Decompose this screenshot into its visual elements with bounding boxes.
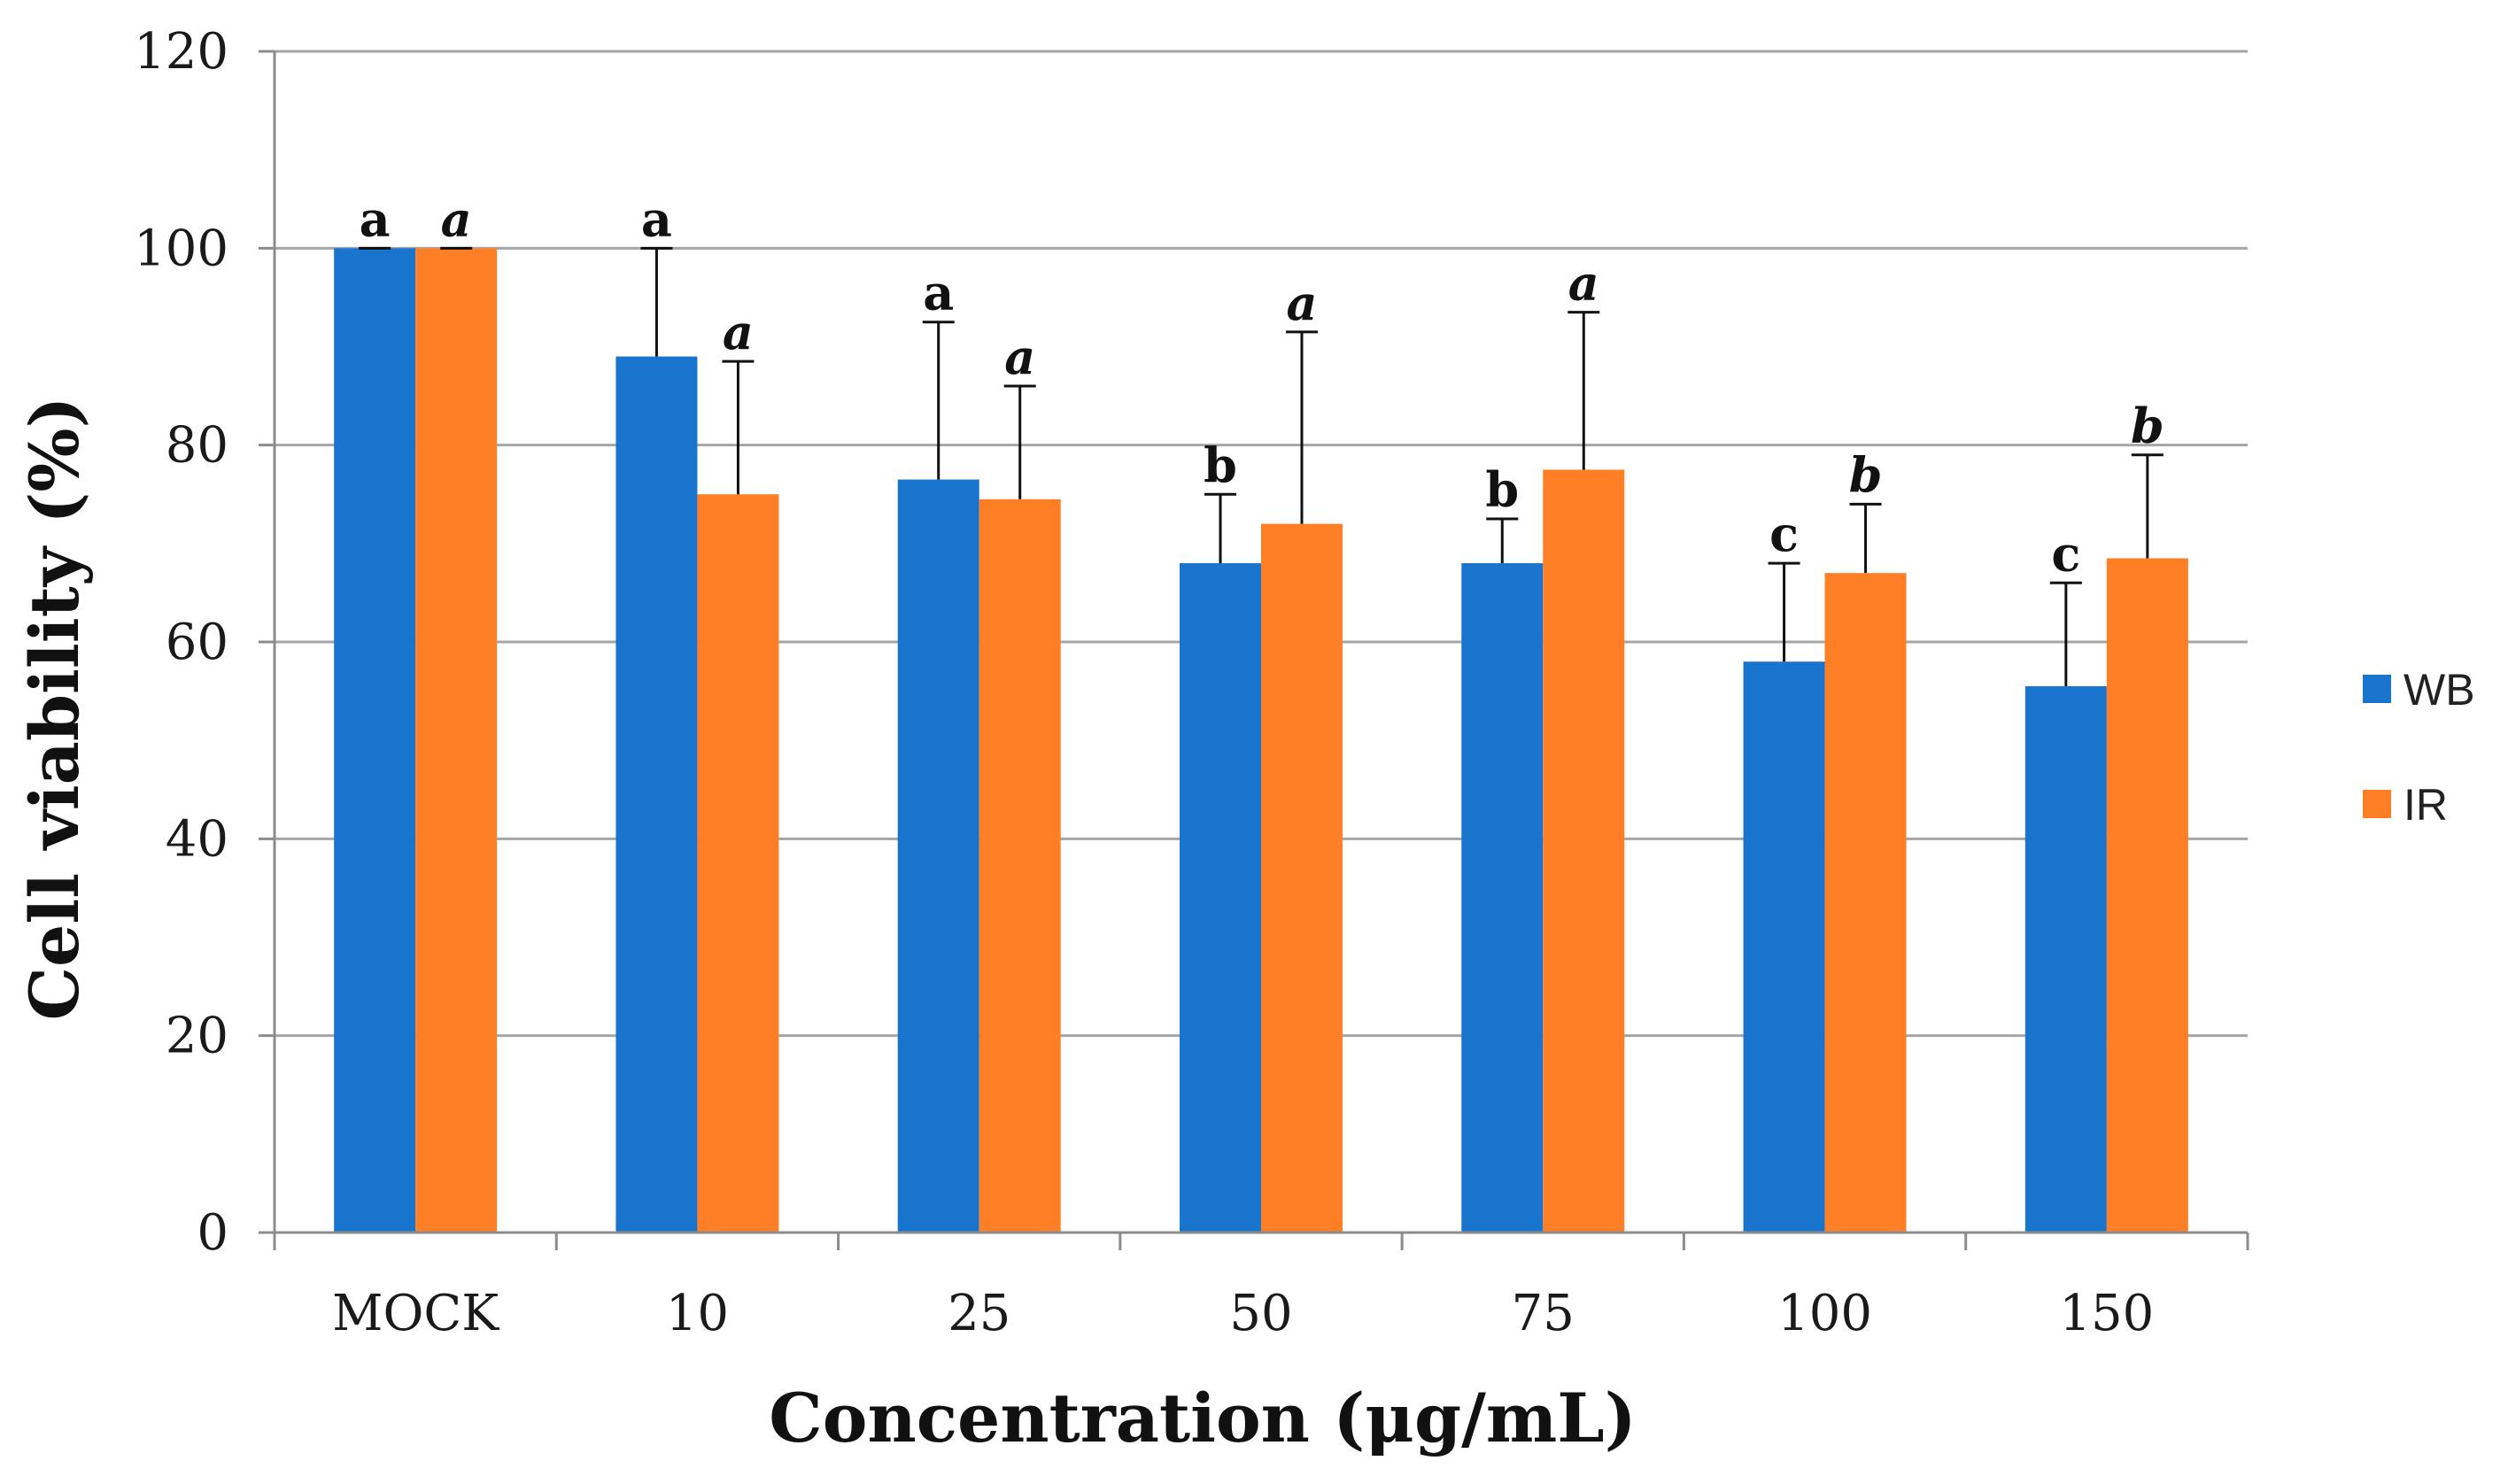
- x-tick-label: 75: [1512, 1285, 1575, 1342]
- significance-label: c: [2051, 525, 2080, 582]
- significance-label: b: [1485, 461, 1519, 518]
- significance-label: b: [1849, 446, 1883, 503]
- legend: WB IR: [2363, 665, 2475, 830]
- significance-label: a: [1568, 255, 1599, 312]
- bar-wb-75: [1461, 563, 1544, 1233]
- bar-ir-75: [1543, 469, 1625, 1233]
- significance-label: a: [360, 190, 391, 247]
- legend-label-wb: WB: [2404, 665, 2475, 715]
- x-tick-label: 50: [1229, 1285, 1292, 1342]
- x-tick-label: 25: [948, 1285, 1010, 1342]
- bar-wb-50: [1180, 563, 1261, 1233]
- bar-ir-mock: [415, 248, 498, 1233]
- significance-label: a: [1004, 328, 1035, 385]
- bar-ir-100: [1824, 573, 1907, 1233]
- significance-label: a: [923, 265, 954, 321]
- bar-ir-150: [2106, 558, 2188, 1233]
- y-tick-label: 80: [166, 417, 228, 475]
- bar-wb-25: [897, 479, 979, 1233]
- bar-ir-50: [1261, 523, 1343, 1233]
- legend-swatch-wb: [2363, 675, 2391, 703]
- bar-wb-mock: [334, 248, 416, 1233]
- bars: [334, 248, 2188, 1233]
- y-tick-label: 100: [134, 220, 228, 277]
- significance-label: a: [641, 190, 672, 247]
- y-tick-label: 40: [166, 810, 228, 868]
- x-tick-label: 10: [666, 1285, 729, 1342]
- significance-label: a: [1287, 274, 1318, 331]
- significance-label: b: [1204, 437, 1237, 493]
- x-tick-label: 150: [2059, 1285, 2154, 1342]
- legend-swatch-ir: [2363, 790, 2391, 818]
- significance-label: c: [1769, 506, 1799, 562]
- x-axis-title: Concentration (μg/mL): [769, 1379, 1636, 1457]
- y-tick-label: 120: [134, 23, 228, 81]
- significance-label: a: [441, 190, 472, 247]
- y-tick-label: 20: [166, 1008, 228, 1065]
- y-tick-label: 60: [166, 614, 228, 671]
- bar-ir-25: [979, 499, 1061, 1233]
- error-bars: [359, 246, 2164, 687]
- bar-ir-10: [697, 494, 779, 1233]
- bar-wb-150: [2024, 686, 2107, 1233]
- y-tick-label: 0: [197, 1204, 228, 1262]
- legend-label-ir: IR: [2404, 780, 2448, 830]
- x-tick-label: 100: [1777, 1285, 1872, 1342]
- y-axis-title: Cell viability (%): [15, 397, 94, 1021]
- axes: [259, 50, 2249, 1250]
- significance-label: a: [723, 304, 754, 360]
- bar-wb-100: [1743, 661, 1825, 1233]
- x-tick-label: MOCK: [332, 1285, 499, 1342]
- bar-wb-10: [615, 356, 698, 1233]
- significance-label: b: [2131, 398, 2164, 454]
